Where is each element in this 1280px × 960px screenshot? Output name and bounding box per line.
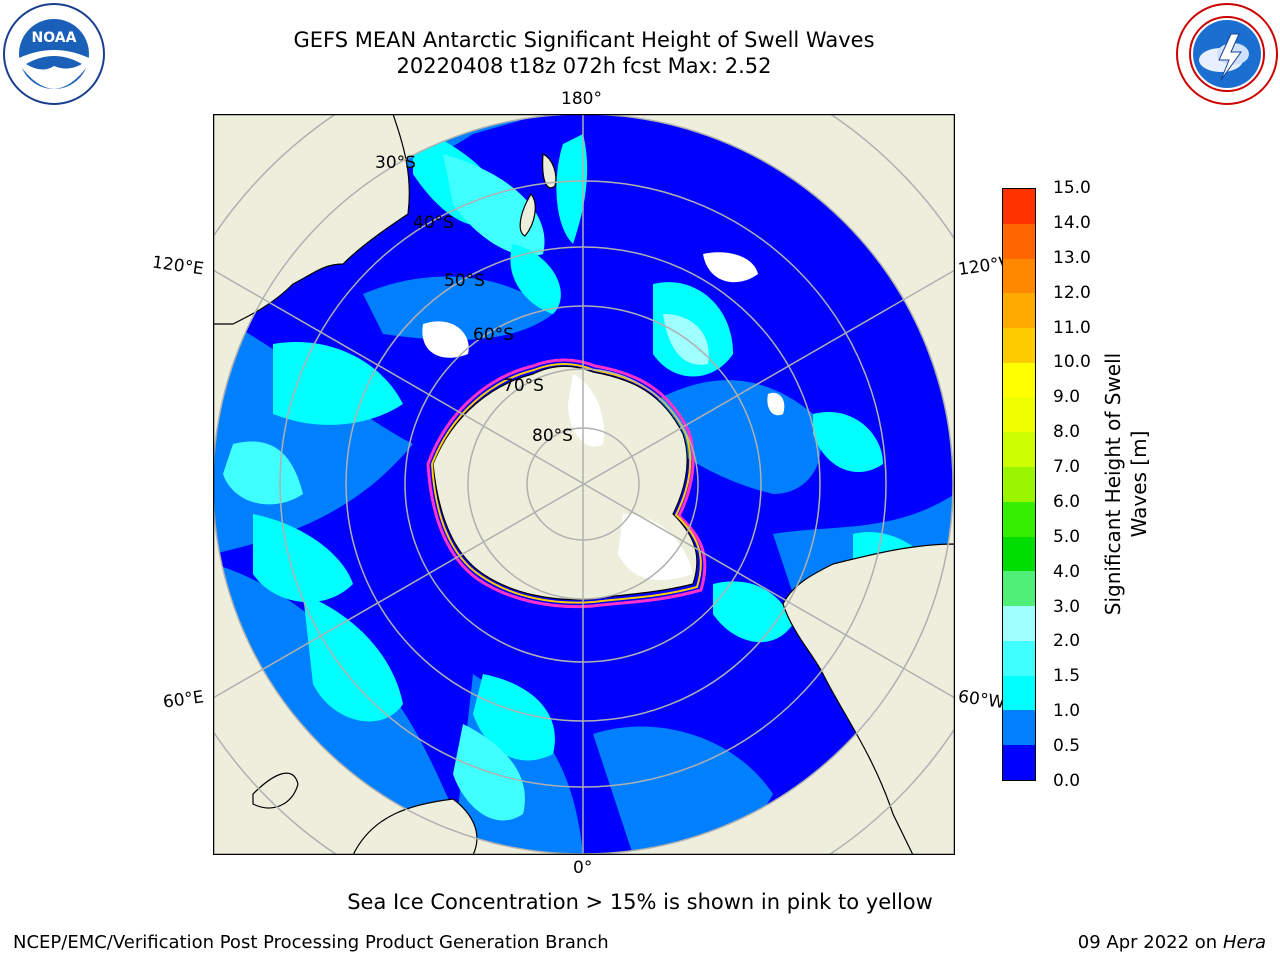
colorbar-tick-label: 14.0 [1053, 212, 1091, 233]
lon-label-180: 180° [561, 89, 602, 109]
lat-label-30s: 30°S [375, 153, 416, 173]
sea-ice-note: Sea Ice Concentration > 15% is shown in … [347, 890, 933, 914]
colorbar-segment [1003, 223, 1035, 259]
nws-logo-icon [1175, 2, 1279, 106]
noaa-logo-text: NOAA [32, 30, 77, 46]
colorbar-tick-label: 1.5 [1053, 666, 1081, 687]
colorbar [1002, 188, 1036, 781]
colorbar-segment [1003, 710, 1035, 746]
noaa-logo-icon: NOAA [2, 2, 106, 106]
colorbar-segment [1003, 362, 1035, 398]
colorbar-tick-label: 8.0 [1053, 422, 1081, 443]
footer-date: 09 Apr 2022 on Hera [1078, 932, 1266, 954]
lat-label-40s: 40°S [413, 213, 454, 233]
colorbar-label-line2: Waves [m] [1127, 430, 1151, 538]
colorbar-tick-label: 3.0 [1053, 596, 1081, 617]
colorbar-tick-label: 9.0 [1053, 387, 1081, 408]
colorbar-segment [1003, 501, 1035, 537]
colorbar-tick-label: 12.0 [1053, 282, 1091, 303]
map-panel [212, 113, 956, 856]
map-subtitle: 20220408 t18z 072h fcst Max: 2.52 [396, 54, 772, 78]
colorbar-tick-label: 7.0 [1053, 457, 1081, 478]
colorbar-label: Significant Height of Swell Waves [m] [1100, 324, 1160, 644]
lon-label-120e: 120°E [150, 252, 205, 280]
footer-host: Hera [1222, 932, 1266, 953]
colorbar-tick-label: 1.0 [1053, 701, 1081, 722]
map-title: GEFS MEAN Antarctic Significant Height o… [293, 28, 875, 52]
lat-label-80s: 80°S [532, 426, 573, 446]
colorbar-segment [1003, 675, 1035, 711]
colorbar-tick-label: 5.0 [1053, 526, 1081, 547]
colorbar-segment [1003, 467, 1035, 502]
landmasses [212, 113, 956, 856]
lon-label-60e: 60°E [161, 687, 206, 713]
colorbar-segment [1003, 397, 1035, 433]
colorbar-tick-label: 6.0 [1053, 491, 1081, 512]
colorbar-segment [1003, 536, 1035, 572]
colorbar-tick-label: 2.0 [1053, 631, 1081, 652]
colorbar-segment [1003, 606, 1035, 641]
colorbar-segment [1003, 640, 1035, 676]
colorbar-tick-label: 10.0 [1053, 352, 1091, 373]
lat-label-50s: 50°S [444, 271, 485, 291]
colorbar-segment [1003, 745, 1035, 780]
colorbar-tick-label: 11.0 [1053, 317, 1091, 338]
colorbar-segment [1003, 432, 1035, 468]
lon-label-60w: 60°W [956, 686, 1007, 714]
colorbar-segment [1003, 571, 1035, 607]
colorbar-tick-label: 13.0 [1053, 247, 1091, 268]
colorbar-segment [1003, 328, 1035, 363]
colorbar-tick-label: 4.0 [1053, 561, 1081, 582]
map-frame [212, 113, 956, 856]
lat-label-60s: 60°S [473, 325, 514, 345]
colorbar-tick-label: 0.0 [1053, 771, 1081, 791]
footer-date-text: 09 Apr 2022 on [1077, 932, 1223, 953]
polar-map [212, 113, 956, 856]
colorbar-tick-label: 0.5 [1053, 736, 1081, 757]
colorbar-label-line1: Significant Height of Swell [1101, 352, 1125, 616]
lat-label-70s: 70°S [503, 376, 544, 396]
footer-branch: NCEP/EMC/Verification Post Processing Pr… [13, 932, 609, 953]
lon-label-0: 0° [573, 858, 593, 878]
colorbar-tick-label: 15.0 [1053, 178, 1091, 198]
colorbar-segment [1003, 188, 1035, 224]
colorbar-ticks: 0.0 0.5 1.0 1.5 2.0 3.0 4.0 5.0 6.0 7.0 8.0 9.0 10.0… [1053, 180, 1113, 790]
colorbar-segment [1003, 258, 1035, 294]
colorbar-segment [1003, 293, 1035, 329]
